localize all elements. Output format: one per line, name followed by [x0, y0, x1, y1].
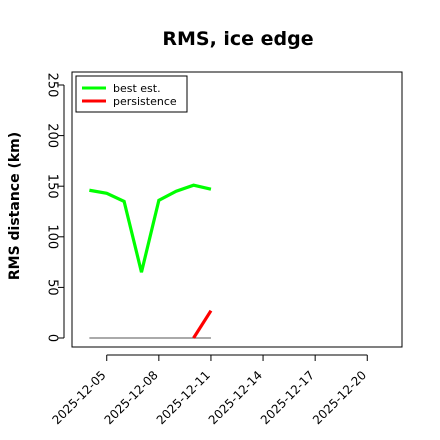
y-tick-label: 250 [45, 73, 60, 98]
legend-box [75, 75, 188, 113]
series-line-persistence [192, 309, 213, 339]
x-tick-label: 2025-12-17 [258, 368, 317, 427]
chart-title: RMS, ice edge [162, 28, 313, 50]
y-tick-label: 50 [45, 279, 60, 296]
x-tick-label: 2025-12-20 [310, 368, 369, 427]
x-tick-label: 2025-12-11 [154, 368, 213, 427]
legend: best est.persistence [75, 75, 188, 113]
y-tick-label: 0 [45, 334, 60, 342]
y-tick-label: 150 [45, 174, 60, 199]
series-line-best-est [89, 183, 212, 273]
y-axis-label: RMS distance (km) [7, 132, 23, 280]
y-axis: 0 50 100 150 200 250 [45, 73, 65, 342]
x-axis: 2025-12-052025-12-082025-12-112025-12-14… [49, 354, 369, 427]
legend-entry: best est. [113, 82, 161, 95]
y-tick-label: 200 [45, 123, 60, 148]
series-layer [89, 183, 213, 339]
x-tick-label: 2025-12-08 [102, 368, 161, 427]
x-tick-label: 2025-12-05 [49, 368, 108, 427]
legend-entry: persistence [113, 95, 177, 108]
x-tick-label: 2025-12-14 [206, 368, 265, 427]
plot-area [71, 71, 403, 348]
y-tick-label: 100 [45, 224, 60, 249]
